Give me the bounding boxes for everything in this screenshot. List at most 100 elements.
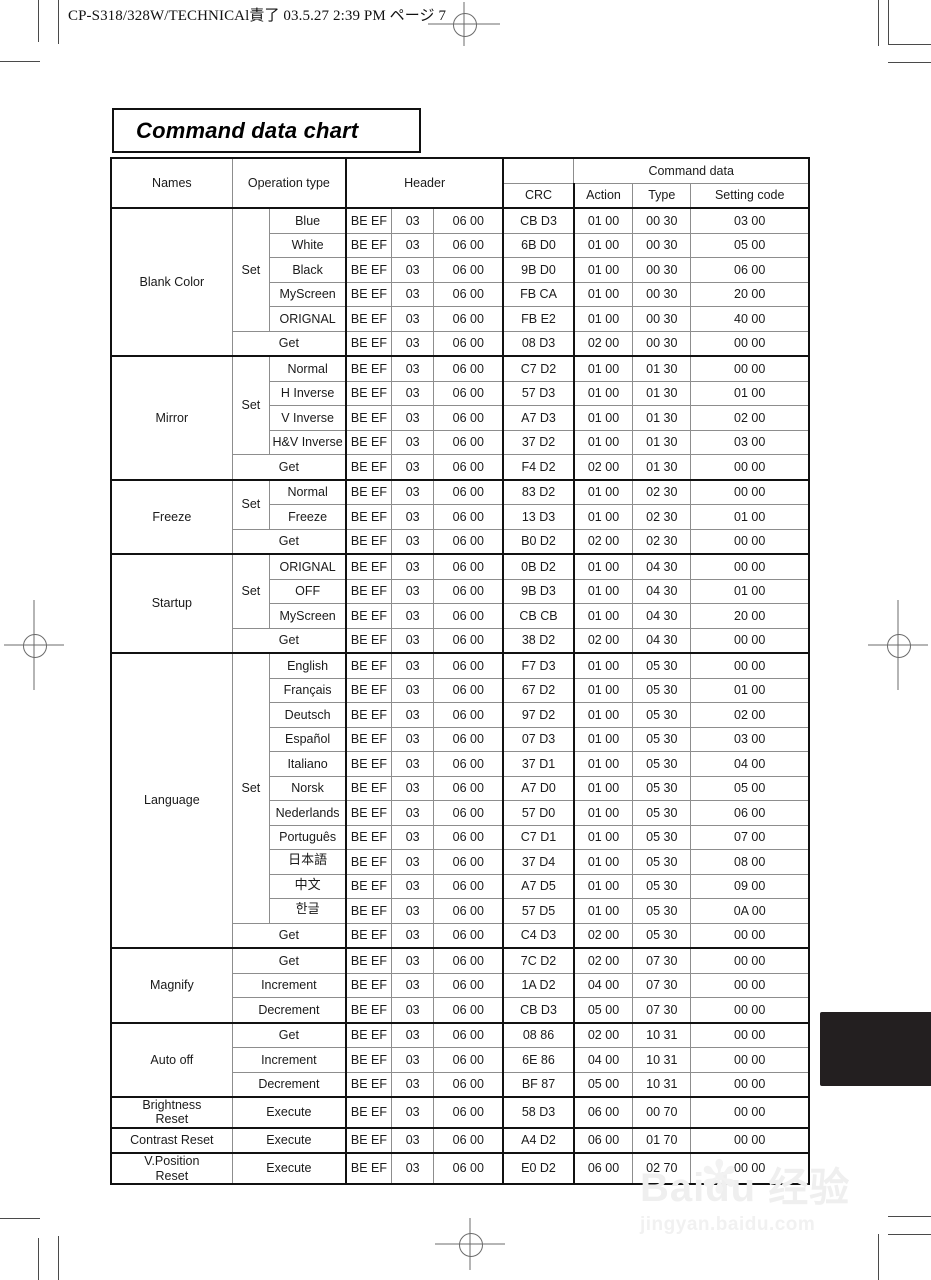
cell-crc: 9B D3 <box>502 578 575 604</box>
cell-header-byte-1: BE EF <box>345 207 392 234</box>
cell-header-byte-1: BE EF <box>345 454 392 480</box>
cell-setting-code: 01 00 <box>690 504 811 530</box>
cell-type: 04 30 <box>632 627 692 654</box>
cell-header-byte-1: BE EF <box>345 922 392 949</box>
cell-operation-option: Get <box>231 528 348 555</box>
cell-crc: 57 D3 <box>502 380 575 406</box>
cell-setting-code: 40 00 <box>690 306 811 332</box>
cell-setting-code: 00 00 <box>690 1126 811 1154</box>
cell-operation-option: MyScreen <box>269 281 348 307</box>
cell-header-byte-2: 03 <box>390 306 435 332</box>
column-header-type: Type <box>632 182 692 209</box>
cell-header-byte-1: BE EF <box>345 1126 392 1154</box>
cell-operation-option: Deutsch <box>269 702 348 728</box>
cell-operation-option: Decrement <box>231 997 348 1023</box>
cell-header-byte-2: 03 <box>390 1152 435 1185</box>
cell-crc: 6E 86 <box>502 1047 575 1073</box>
cell-type: 04 30 <box>632 553 692 580</box>
cell-header-byte-1: BE EF <box>345 1096 392 1129</box>
table-header-row-2: CRC Action Type Setting code <box>111 182 811 209</box>
cell-header-byte-3: 06 00 <box>433 603 505 629</box>
cell-action: 06 00 <box>573 1096 634 1129</box>
cell-crc: CB CB <box>502 603 575 629</box>
cell-action: 01 00 <box>573 478 634 505</box>
cell-type: 00 30 <box>632 306 692 332</box>
cell-operation-option: English <box>269 652 348 679</box>
cell-operation-option: ORIGNAL <box>269 553 348 580</box>
cell-crc: FB E2 <box>502 306 575 332</box>
cell-action: 01 00 <box>573 702 634 728</box>
cell-action: 01 00 <box>573 677 634 703</box>
cell-header-byte-2: 03 <box>390 849 435 875</box>
cell-action: 06 00 <box>573 1152 634 1185</box>
watermark-line-2: jingyan.baidu.com <box>640 1214 816 1235</box>
cell-setting-code: 0A 00 <box>690 898 811 924</box>
table-row: Startup Set ORIGNAL BE EF 03 06 00 0B D2 01 00 0… <box>110 553 811 654</box>
cell-header-byte-3: 06 00 <box>433 726 505 752</box>
table-row: 中文 BE EF 03 06 00 A7 D5 01 00 05 30 09 00 <box>111 873 811 899</box>
cell-header-byte-3: 06 00 <box>433 873 505 899</box>
cell-type: 00 30 <box>632 257 692 283</box>
cell-type: 05 30 <box>632 775 692 801</box>
cell-crc: C4 D3 <box>502 922 575 949</box>
crop-mark-top-right-outer <box>888 62 931 63</box>
cell-action: 01 00 <box>573 405 634 431</box>
cell-action: 02 00 <box>573 1021 634 1048</box>
cell-header-byte-2: 03 <box>390 478 435 505</box>
cell-operation-option: 中文 <box>269 873 348 899</box>
cell-setting-code: 04 00 <box>690 751 811 777</box>
cell-header-byte-3: 06 00 <box>433 1152 505 1185</box>
cell-operation-option: 日本語 <box>269 849 348 875</box>
cell-crc: F7 D3 <box>502 652 575 679</box>
cell-type: 05 30 <box>632 702 692 728</box>
cell-crc: 37 D1 <box>502 751 575 777</box>
table-row: 한글 BE EF 03 06 00 57 D5 01 00 05 30 0A 00 <box>111 898 811 924</box>
table-row: Magnify Get BE EF 03 06 00 7C D2 02 00 07 30 00 … <box>110 947 811 1023</box>
cell-action: 02 00 <box>573 922 634 949</box>
cell-type: 07 30 <box>632 972 692 998</box>
cell-operation-option: Français <box>269 677 348 703</box>
cell-header-byte-1: BE EF <box>345 775 392 801</box>
cell-header-byte-3: 06 00 <box>433 751 505 777</box>
cell-crc: 6B D0 <box>502 232 575 258</box>
cell-crc: C7 D1 <box>502 824 575 850</box>
cell-set-label: Set <box>231 652 271 924</box>
cell-header-byte-3: 06 00 <box>433 922 505 949</box>
cell-header-byte-2: 03 <box>390 947 435 974</box>
cell-type: 10 31 <box>632 1021 692 1048</box>
cell-setting-code: 02 00 <box>690 405 811 431</box>
cell-header-byte-3: 06 00 <box>433 800 505 826</box>
cell-header-byte-2: 03 <box>390 330 435 357</box>
cell-header-byte-3: 06 00 <box>433 898 505 924</box>
table-row: Decrement BE EF 03 06 00 BF 87 05 00 10 31 00 0… <box>111 1071 811 1098</box>
cell-crc: 7C D2 <box>502 947 575 974</box>
cell-setting-code: 09 00 <box>690 873 811 899</box>
cell-header-byte-2: 03 <box>390 775 435 801</box>
cell-group-name: Auto off <box>110 1021 233 1098</box>
cell-crc: BF 87 <box>502 1071 575 1098</box>
crop-mark-top-left-inner <box>58 0 59 44</box>
cell-operation-option: OFF <box>269 578 348 604</box>
cell-header-byte-3: 06 00 <box>433 677 505 703</box>
cell-operation-option: Execute <box>231 1096 348 1129</box>
cell-type: 00 30 <box>632 330 692 357</box>
table-row: Auto off Get BE EF 03 06 00 08 86 02 00 10 31 00… <box>110 1021 811 1098</box>
cell-group-name: Blank Color <box>110 207 233 357</box>
cell-crc: 13 D3 <box>502 504 575 530</box>
cell-header-byte-1: BE EF <box>345 849 392 875</box>
column-header-names: Names <box>110 157 233 209</box>
cell-header-byte-3: 06 00 <box>433 997 505 1023</box>
crop-mark-bottom-left-vertical <box>38 1238 39 1280</box>
cell-header-byte-3: 06 00 <box>433 1047 505 1073</box>
cell-header-byte-2: 03 <box>390 726 435 752</box>
cell-type: 05 30 <box>632 849 692 875</box>
cell-header-byte-1: BE EF <box>345 652 392 679</box>
cell-operation-option: Get <box>231 627 348 654</box>
table-body: Blank Color Set Blue BE EF 03 06 00 CB D3 01 00… <box>110 207 811 1185</box>
cell-crc: A7 D5 <box>502 873 575 899</box>
cell-setting-code: 00 00 <box>690 528 811 555</box>
cell-action: 01 00 <box>573 232 634 258</box>
cell-header-byte-1: BE EF <box>345 478 392 505</box>
cell-operation-option: Execute <box>231 1126 348 1154</box>
cell-header-byte-3: 06 00 <box>433 355 505 382</box>
